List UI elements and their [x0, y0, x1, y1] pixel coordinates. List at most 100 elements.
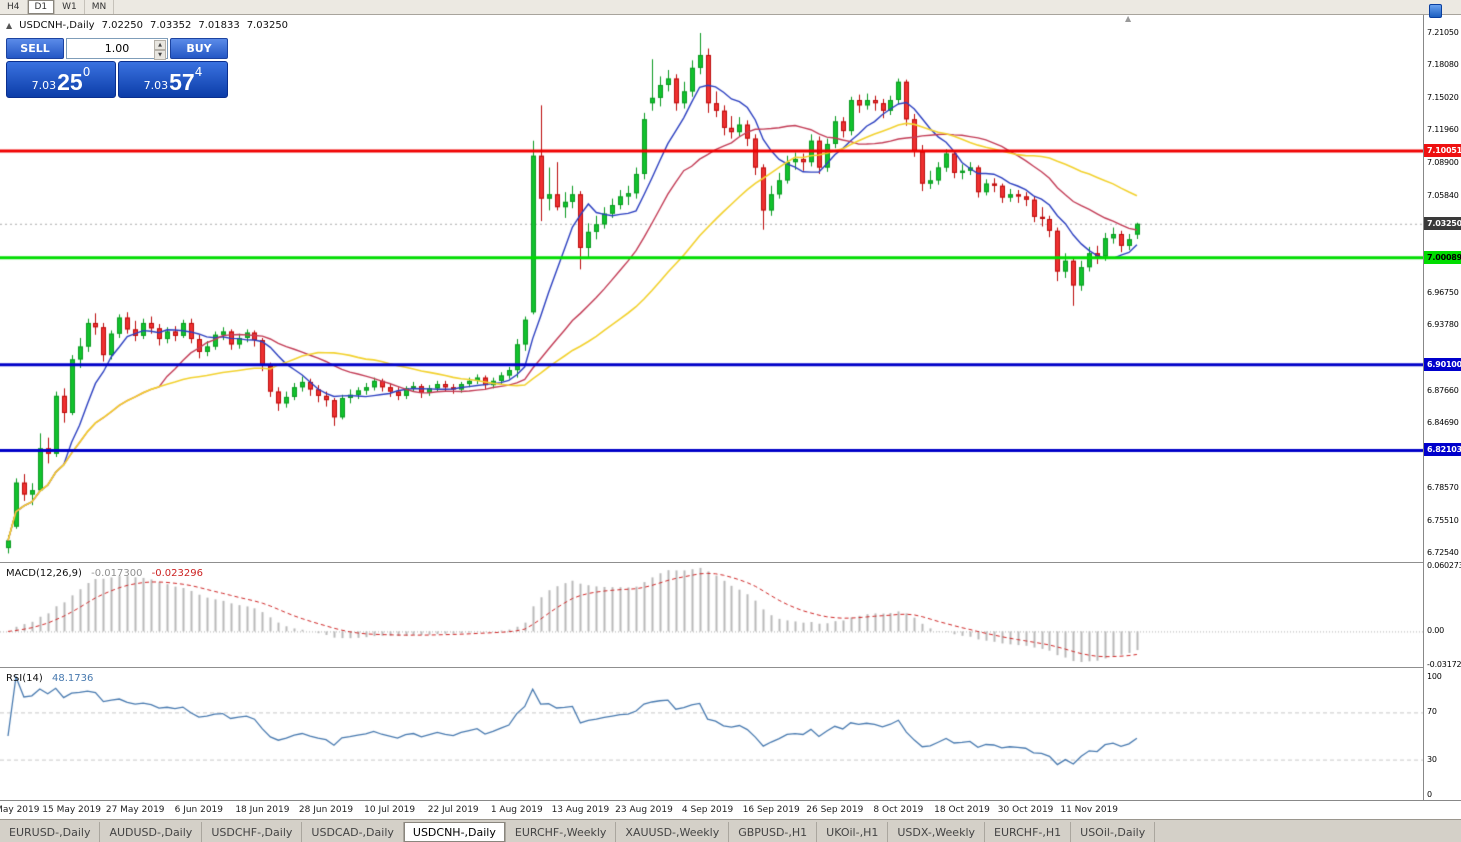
- chart-tab[interactable]: EURCHF-,Weekly: [506, 822, 617, 842]
- buy-price-prefix: 7.03: [143, 79, 169, 92]
- price-tick-label: 6.96750: [1427, 288, 1459, 298]
- macd-label: MACD(12,26,9) -0.017300 -0.023296: [6, 568, 203, 579]
- chart-tab[interactable]: GBPUSD-,H1: [729, 822, 818, 842]
- price-tag: 6.82103: [1424, 443, 1461, 457]
- price-tick-label: 6.72540: [1427, 548, 1459, 557]
- rsi-tick-label: 100: [1427, 672, 1442, 681]
- macd-value: -0.017300: [91, 568, 143, 579]
- rsi-tick-label: 0: [1427, 790, 1432, 799]
- macd-indicator-panel[interactable]: [0, 564, 1423, 667]
- date-label: 3 May 2019: [0, 805, 40, 815]
- price-tag: 7.00089: [1424, 250, 1461, 264]
- volume-stepper: ▲ ▼: [154, 40, 166, 60]
- date-label: 16 Sep 2019: [742, 805, 800, 815]
- main-price-chart[interactable]: [0, 15, 1423, 562]
- date-label: 10 Jul 2019: [364, 805, 416, 815]
- price-axis[interactable]: 7.21050 7.18080 7.15020 7.11960 7.08900 7.058…: [1423, 15, 1461, 800]
- ohlc-open: 7.02250: [101, 20, 143, 31]
- timeframe-toolbar: H4 D1 W1 MN: [0, 0, 1461, 15]
- date-label: 6 Jun 2019: [174, 805, 223, 815]
- volume-down-icon[interactable]: ▼: [154, 50, 166, 60]
- price-tag: 7.10051: [1424, 143, 1461, 157]
- rsi-name: RSI(14): [6, 673, 43, 684]
- timeframe-group: H4 D1 W1 MN: [0, 0, 115, 14]
- sell-price-sup: 0: [82, 64, 91, 79]
- panel-separator[interactable]: [0, 667, 1461, 669]
- chart-header: ▲ USDCNH-,Daily 7.02250 7.03352 7.01833 …: [6, 20, 288, 32]
- price-tick-label: 7.08900: [1427, 158, 1459, 168]
- chart-tab[interactable]: EURCHF-,H1: [985, 822, 1072, 842]
- rsi-tick-label: 70: [1427, 707, 1437, 717]
- chart-tab[interactable]: EURUSD-,Daily: [0, 822, 101, 842]
- timeframe-w1-button[interactable]: W1: [55, 0, 85, 14]
- rsi-tick-label: 30: [1427, 754, 1437, 764]
- date-label: 28 Jun 2019: [298, 805, 354, 815]
- macd-signal-value: -0.023296: [151, 568, 203, 579]
- date-label: 27 May 2019: [105, 805, 165, 815]
- chart-tab-bar: EURUSD-,Daily AUDUSD-,Daily USDCHF-,Daily U…: [0, 819, 1461, 842]
- macd-name: MACD(12,26,9): [6, 568, 82, 579]
- volume-up-icon[interactable]: ▲: [154, 40, 166, 50]
- ohlc-high: 7.03352: [149, 20, 192, 31]
- price-tag: 7.03250: [1424, 216, 1461, 230]
- price-tick-label: 6.87660: [1427, 385, 1459, 395]
- date-label: 11 Nov 2019: [1060, 805, 1119, 815]
- date-label: 8 Oct 2019: [873, 805, 924, 815]
- macd-tick-label: -0.031725: [1427, 660, 1461, 669]
- date-label: 4 Sep 2019: [681, 805, 734, 815]
- sell-button[interactable]: SELL: [6, 38, 64, 59]
- chart-tab[interactable]: USDCAD-,Daily: [302, 822, 404, 842]
- chart-panel-icon[interactable]: [1429, 4, 1442, 18]
- sell-price-box[interactable]: 7.03 25 0: [6, 61, 116, 98]
- date-label: 22 Jul 2019: [427, 805, 479, 815]
- rsi-indicator-panel[interactable]: [0, 669, 1423, 798]
- buy-price-box[interactable]: 7.03 57 4: [118, 61, 228, 98]
- price-tick-label: 6.93780: [1427, 320, 1459, 330]
- date-label: 1 Aug 2019: [490, 805, 543, 815]
- price-tick-label: 6.75510: [1427, 516, 1459, 526]
- price-tick-label: 6.84690: [1427, 417, 1459, 427]
- chart-tab[interactable]: AUDUSD-,Daily: [100, 822, 203, 842]
- timeframe-mn-button[interactable]: MN: [85, 0, 115, 14]
- date-label: 18 Oct 2019: [934, 805, 990, 815]
- date-label: 18 Jun 2019: [235, 805, 290, 815]
- chart-tab[interactable]: USDCNH-,Daily: [403, 822, 506, 842]
- chart-tab[interactable]: USOil-,Daily: [1071, 822, 1156, 842]
- ohlc-low: 7.01833: [198, 20, 240, 31]
- buy-button[interactable]: BUY: [170, 38, 228, 59]
- rsi-label: RSI(14) 48.1736: [6, 673, 93, 684]
- macd-tick-label: 0.00: [1427, 626, 1445, 636]
- one-click-panel-toggle-icon[interactable]: ▲: [6, 21, 13, 30]
- timeframe-h4-button[interactable]: H4: [0, 0, 28, 14]
- date-label: 23 Aug 2019: [615, 805, 673, 815]
- rsi-value: 48.1736: [51, 673, 94, 684]
- panel-separator[interactable]: [0, 562, 1461, 564]
- date-label: 15 May 2019: [42, 805, 101, 815]
- price-shift-marker-icon[interactable]: ▲: [1125, 14, 1132, 23]
- chart-tab[interactable]: UKOil-,H1: [817, 822, 889, 842]
- date-label: 30 Oct 2019: [997, 805, 1054, 815]
- timeframe-d1-button[interactable]: D1: [27, 0, 56, 14]
- price-tick-label: 7.21050: [1427, 28, 1459, 37]
- price-tick-label: 7.05840: [1427, 191, 1459, 201]
- macd-tick-label: 0.060273: [1427, 561, 1461, 571]
- sell-price-big: 25: [57, 69, 83, 95]
- chart-tab[interactable]: USDX-,Weekly: [888, 822, 986, 842]
- date-label: 13 Aug 2019: [551, 805, 610, 815]
- volume-input[interactable]: 1.00 ▲ ▼: [66, 38, 168, 60]
- buy-price-big: 57: [169, 69, 195, 95]
- price-tick-label: 7.15020: [1427, 92, 1459, 102]
- date-label: 26 Sep 2019: [806, 805, 864, 815]
- price-tick-label: 7.18080: [1427, 59, 1459, 69]
- chart-tab[interactable]: USDCHF-,Daily: [202, 822, 303, 842]
- ohlc-close: 7.03250: [246, 20, 289, 31]
- price-tick-label: 7.11960: [1427, 125, 1459, 135]
- price-tag: 6.90100: [1424, 357, 1461, 371]
- volume-value: 1.00: [104, 42, 130, 55]
- chart-tab[interactable]: XAUUSD-,Weekly: [616, 822, 730, 842]
- one-click-trading-panel: SELL 1.00 ▲ ▼ BUY 7.03 25 0 7.03 57 4: [6, 38, 228, 98]
- chart-symbol-label: USDCNH-,Daily: [19, 20, 95, 31]
- sell-price-prefix: 7.03: [31, 79, 57, 92]
